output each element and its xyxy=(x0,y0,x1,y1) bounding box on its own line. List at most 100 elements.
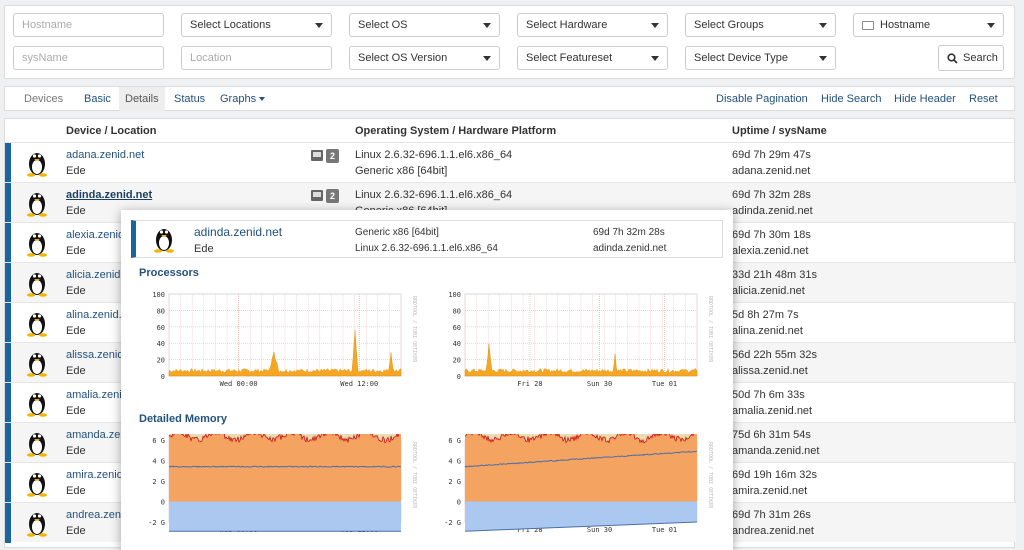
memory-used-line xyxy=(168,434,400,444)
device-uptime: 50d 7h 6m 33s xyxy=(732,389,805,401)
axis-tick-label: Fri 28 xyxy=(517,380,542,388)
status-bar xyxy=(5,463,11,503)
device-sysname: amalia.zenid.net xyxy=(732,405,813,417)
swap-line xyxy=(464,521,698,532)
search-button-label: Search xyxy=(963,52,998,64)
device-os: Linux 2.6.32-696.1.1.el6.x86_64 xyxy=(355,149,513,161)
chevron-down-icon xyxy=(651,56,659,61)
device-name-link[interactable]: adana.zenid.net xyxy=(66,149,145,161)
table-row[interactable]: adana.zenid.net Ede Linux 2.6.32-696.1.1.e… xyxy=(5,142,1016,183)
os-version-select[interactable]: Select OS Version xyxy=(349,46,500,70)
axis-tick-label: 80 xyxy=(157,307,165,315)
axis-tick-label: 0 xyxy=(457,499,461,507)
memory-title: Detailed Memory xyxy=(139,413,228,425)
disable-pagination-link[interactable]: Disable Pagination xyxy=(716,93,808,105)
rrdtool-watermark: RRDTOOL / TOBI OETIKER xyxy=(411,296,417,363)
linux-icon xyxy=(27,233,47,257)
device-hardware: Generic x86 [64bit] xyxy=(355,165,448,177)
device-location: Ede xyxy=(66,285,86,297)
linux-icon xyxy=(154,229,174,253)
axis-tick-label: 40 xyxy=(453,340,461,348)
device-name-link[interactable]: alicia.zenid.net xyxy=(66,269,139,281)
popup-sysname: adinda.zenid.net xyxy=(593,243,667,254)
device-location: Ede xyxy=(66,165,86,177)
linux-icon xyxy=(27,433,47,457)
search-button[interactable]: Search xyxy=(938,45,1004,71)
status-bar xyxy=(5,303,11,343)
device-uptime: 33d 21h 48m 31s xyxy=(732,269,818,281)
device-sysname: alexia.zenid.net xyxy=(732,245,809,257)
sysname-input[interactable]: sysName xyxy=(13,46,164,70)
cpu-day-graph[interactable]: 100 80 60 40 20 0 Wed 00:00 Wed 12:00 RRDTOOL / … xyxy=(135,288,425,400)
memory-used-area xyxy=(169,434,401,502)
tab-basic[interactable]: Basic xyxy=(84,93,111,105)
swap-area xyxy=(465,501,697,532)
popup-device-name[interactable]: adinda.zenid.net xyxy=(194,225,283,239)
port-count-badge[interactable]: 2 xyxy=(326,189,339,203)
device-name-link[interactable]: adinda.zenid.net xyxy=(66,189,153,201)
rrdtool-watermark: RRDTOOL / TOBI OETIKER xyxy=(707,442,713,509)
status-bar xyxy=(5,183,11,223)
os-select[interactable]: Select OS xyxy=(349,13,500,37)
device-uptime: 75d 6h 31m 54s xyxy=(732,429,811,441)
port-count-badge[interactable]: 2 xyxy=(326,149,339,163)
monitor-icon[interactable] xyxy=(311,150,323,161)
status-bar xyxy=(5,503,11,543)
tab-status[interactable]: Status xyxy=(174,93,206,105)
popup-device-location: Ede xyxy=(194,243,214,255)
tab-graphs-label: Graphs xyxy=(220,93,257,105)
processors-title: Processors xyxy=(139,267,199,279)
cpu-week-graph[interactable]: 100 80 60 40 20 0 Fri 28 Sun 30 Tue 01 RRDTOOL / … xyxy=(431,288,721,400)
device-uptime: 69d 7h 31m 26s xyxy=(732,509,811,521)
device-location: Ede xyxy=(66,325,86,337)
reset-link[interactable]: Reset xyxy=(969,93,998,105)
axis-tick-label: -2 G xyxy=(444,519,461,527)
axis-tick-label: 100 xyxy=(448,291,461,299)
chevron-down-icon xyxy=(315,23,323,28)
axis-tick-label: 0 xyxy=(161,373,165,381)
tab-graphs[interactable]: Graphs xyxy=(220,87,266,111)
linux-icon xyxy=(27,473,47,497)
device-location: Ede xyxy=(66,245,86,257)
device-type-select[interactable]: Select Device Type xyxy=(685,46,836,70)
locations-select[interactable]: Select Locations xyxy=(181,13,332,37)
tab-details[interactable]: Details xyxy=(119,87,165,111)
locations-select-label: Select Locations xyxy=(190,19,271,31)
axis-tick-label: Sun 30 xyxy=(587,380,612,388)
status-bar xyxy=(5,143,11,183)
axis-tick-label: Wed 12:00 xyxy=(340,380,378,388)
device-sysname: alicia.zenid.net xyxy=(732,285,805,297)
chevron-down-icon xyxy=(987,23,995,28)
chevron-down-icon xyxy=(483,23,491,28)
device-location: Ede xyxy=(66,205,86,217)
hostname-select[interactable]: Hostname xyxy=(853,13,1004,37)
status-bar xyxy=(5,383,11,423)
monitor-icon[interactable] xyxy=(311,190,323,201)
location-input[interactable]: Location xyxy=(181,46,332,70)
device-uptime: 69d 7h 29m 47s xyxy=(732,149,811,161)
device-location: Ede xyxy=(66,405,86,417)
hide-header-link[interactable]: Hide Header xyxy=(894,93,956,105)
axis-tick-label: 4 G xyxy=(448,458,461,466)
device-preview-popup: adinda.zenid.net Ede Generic x86 [64bit]… xyxy=(121,210,733,550)
axis-tick-label: Fri 28 xyxy=(517,526,542,534)
memory-app-line xyxy=(168,465,402,468)
device-sysname: andrea.zenid.net xyxy=(732,525,814,537)
device-uptime: 69d 19h 16m 32s xyxy=(732,469,818,481)
linux-icon xyxy=(27,193,47,217)
device-name-link[interactable]: alina.zenid.net xyxy=(66,309,137,321)
axis-tick-label: 20 xyxy=(157,357,165,365)
column-header-device: Device / Location xyxy=(66,125,157,137)
groups-select[interactable]: Select Groups xyxy=(685,13,836,37)
hostname-input[interactable]: Hostname xyxy=(13,13,164,37)
device-sysname: adinda.zenid.net xyxy=(732,205,813,217)
device-sysname: alissa.zenid.net xyxy=(732,365,808,377)
hide-search-link[interactable]: Hide Search xyxy=(821,93,882,105)
memory-week-graph[interactable]: 6 G 4 G 2 G 0 -2 G Fri 28 Sun 30 Tue 01 RRDTOOL … xyxy=(431,434,721,546)
chevron-down-icon xyxy=(819,23,827,28)
search-icon xyxy=(947,53,958,64)
hardware-select[interactable]: Select Hardware xyxy=(517,13,668,37)
featureset-select[interactable]: Select Featureset xyxy=(517,46,668,70)
search-panel: Hostname Select Locations Select OS Sele… xyxy=(4,5,1015,79)
